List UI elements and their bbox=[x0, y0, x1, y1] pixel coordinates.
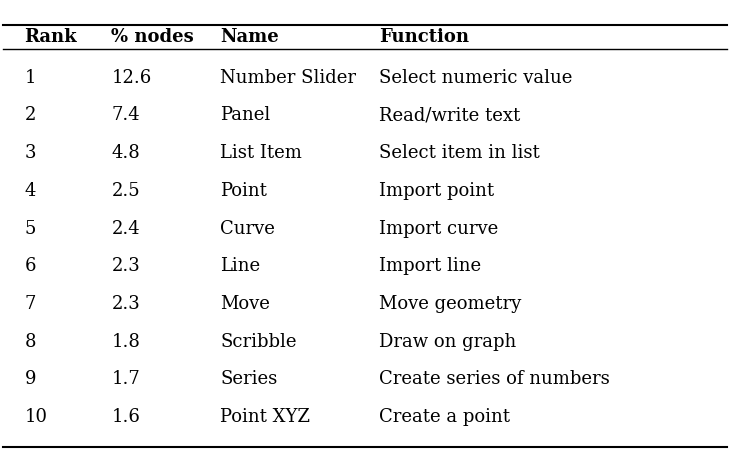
Text: % nodes: % nodes bbox=[112, 28, 194, 46]
Text: 9: 9 bbox=[25, 369, 36, 387]
Text: Import point: Import point bbox=[380, 181, 495, 199]
Text: Rank: Rank bbox=[25, 28, 77, 46]
Text: 4: 4 bbox=[25, 181, 36, 199]
Text: Select item in list: Select item in list bbox=[380, 144, 540, 162]
Text: Draw on graph: Draw on graph bbox=[380, 332, 517, 350]
Text: Point XYZ: Point XYZ bbox=[220, 407, 310, 425]
Text: 1: 1 bbox=[25, 68, 36, 86]
Text: Point: Point bbox=[220, 181, 267, 199]
Text: 6: 6 bbox=[25, 257, 36, 274]
Text: 7.4: 7.4 bbox=[112, 106, 140, 124]
Text: Move: Move bbox=[220, 294, 270, 312]
Text: Name: Name bbox=[220, 28, 279, 46]
Text: Line: Line bbox=[220, 257, 260, 274]
Text: 2.3: 2.3 bbox=[112, 294, 140, 312]
Text: Read/write text: Read/write text bbox=[380, 106, 520, 124]
Text: Scribble: Scribble bbox=[220, 332, 296, 350]
Text: Import line: Import line bbox=[380, 257, 482, 274]
Text: 2.3: 2.3 bbox=[112, 257, 140, 274]
Text: 3: 3 bbox=[25, 144, 36, 162]
Text: 2.5: 2.5 bbox=[112, 181, 140, 199]
Text: 5: 5 bbox=[25, 219, 36, 237]
Text: 1.7: 1.7 bbox=[112, 369, 140, 387]
Text: 10: 10 bbox=[25, 407, 47, 425]
Text: 1.8: 1.8 bbox=[112, 332, 140, 350]
Text: 8: 8 bbox=[25, 332, 36, 350]
Text: 2.4: 2.4 bbox=[112, 219, 140, 237]
Text: 7: 7 bbox=[25, 294, 36, 312]
Text: 4.8: 4.8 bbox=[112, 144, 140, 162]
Text: Import curve: Import curve bbox=[380, 219, 499, 237]
Text: Move geometry: Move geometry bbox=[380, 294, 522, 312]
Text: Create a point: Create a point bbox=[380, 407, 510, 425]
Text: Number Slider: Number Slider bbox=[220, 68, 356, 86]
Text: Panel: Panel bbox=[220, 106, 270, 124]
Text: 2: 2 bbox=[25, 106, 36, 124]
Text: Create series of numbers: Create series of numbers bbox=[380, 369, 610, 387]
Text: 1.6: 1.6 bbox=[112, 407, 140, 425]
Text: Curve: Curve bbox=[220, 219, 275, 237]
Text: Function: Function bbox=[380, 28, 469, 46]
Text: 12.6: 12.6 bbox=[112, 68, 152, 86]
Text: Select numeric value: Select numeric value bbox=[380, 68, 573, 86]
Text: List Item: List Item bbox=[220, 144, 302, 162]
Text: Series: Series bbox=[220, 369, 277, 387]
